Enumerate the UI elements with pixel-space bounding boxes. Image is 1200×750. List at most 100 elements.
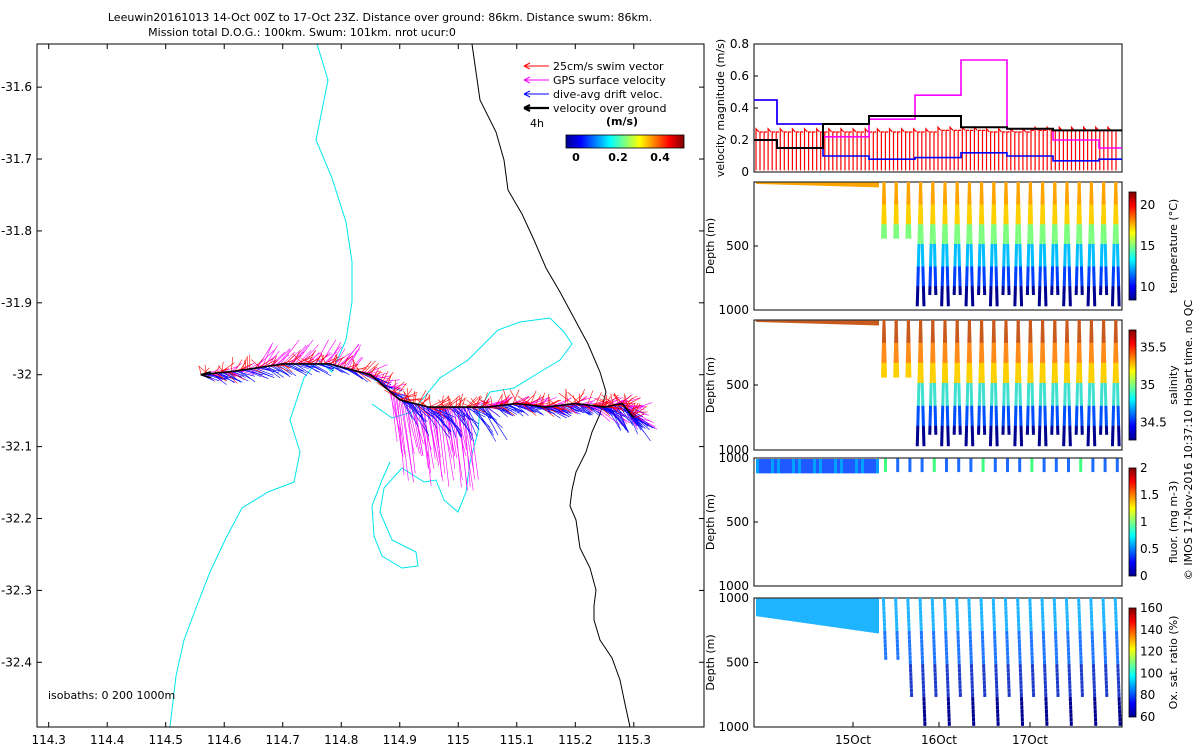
section-cell bbox=[1079, 380, 1083, 384]
section-data bbox=[756, 182, 1121, 307]
section-cell bbox=[1092, 400, 1096, 404]
section-cell bbox=[1113, 212, 1117, 217]
section-cell bbox=[969, 458, 973, 473]
section-cell bbox=[1005, 647, 1009, 652]
section-cell bbox=[881, 357, 885, 361]
lat-tick-label: -32.2 bbox=[1, 512, 32, 526]
section-cell bbox=[1102, 618, 1106, 623]
section-cell bbox=[1066, 360, 1070, 364]
section-cell bbox=[970, 672, 974, 677]
section-cell bbox=[1067, 252, 1071, 256]
section-cell bbox=[1004, 598, 1007, 602]
section-cell bbox=[1053, 606, 1057, 611]
section-cell bbox=[993, 348, 997, 352]
section-cell bbox=[1099, 289, 1103, 293]
section-cell bbox=[932, 368, 936, 372]
section-cell bbox=[1062, 286, 1066, 290]
section-cell bbox=[982, 394, 986, 398]
section-cell bbox=[1091, 258, 1095, 262]
section-cell bbox=[1079, 385, 1083, 390]
section-cell bbox=[1017, 201, 1021, 205]
section-cell bbox=[1076, 360, 1080, 364]
velocity-tick-label: 0.8 bbox=[730, 37, 749, 51]
section-cell bbox=[1039, 252, 1043, 256]
section-cell bbox=[966, 224, 970, 228]
section-cell bbox=[921, 394, 925, 398]
section-cell bbox=[1041, 193, 1045, 197]
section-cell bbox=[928, 277, 932, 281]
section-cell bbox=[940, 428, 944, 432]
section-cell bbox=[979, 354, 983, 358]
section-cell bbox=[1056, 291, 1060, 296]
section-cell bbox=[964, 303, 968, 307]
section-cell bbox=[1094, 721, 1098, 726]
time-axis-ticks: 15Oct 16Oct 17Oct bbox=[835, 722, 1048, 747]
section-cell bbox=[995, 297, 999, 301]
section-cell bbox=[1065, 602, 1069, 607]
section-cell bbox=[907, 210, 911, 214]
section-cell bbox=[1041, 201, 1045, 205]
section-cell bbox=[968, 354, 972, 358]
section-cell bbox=[1031, 688, 1035, 693]
section-cell bbox=[894, 187, 898, 191]
section-cell bbox=[1112, 388, 1116, 392]
section-cell bbox=[908, 368, 912, 372]
section-cell bbox=[1076, 368, 1080, 372]
section-cell bbox=[996, 709, 1000, 714]
drift-vector bbox=[457, 406, 471, 421]
section-cell bbox=[1006, 405, 1010, 410]
section-cell bbox=[957, 382, 961, 387]
section-cell bbox=[906, 610, 910, 615]
drift-vector bbox=[381, 383, 403, 392]
section-cell bbox=[1102, 212, 1106, 217]
section-cell bbox=[1079, 668, 1083, 673]
section-cell bbox=[1039, 249, 1043, 253]
drift-vector bbox=[204, 374, 224, 380]
section-cell bbox=[1017, 212, 1021, 217]
section-cell bbox=[1002, 243, 1006, 248]
section-cell bbox=[1052, 218, 1056, 222]
section-cell bbox=[756, 459, 759, 474]
section-cell bbox=[970, 408, 974, 412]
section-cell bbox=[916, 286, 920, 290]
section-cell bbox=[968, 215, 972, 219]
section-cell bbox=[1088, 360, 1092, 364]
section-cell bbox=[1007, 680, 1011, 685]
swim-vector bbox=[392, 387, 401, 394]
section-cell bbox=[956, 635, 960, 640]
section-cell bbox=[882, 614, 886, 619]
section-cell bbox=[1079, 260, 1083, 265]
section-cell bbox=[1112, 238, 1116, 242]
section-cell bbox=[969, 647, 973, 652]
section-cell bbox=[1067, 246, 1071, 250]
section-cell bbox=[994, 676, 998, 681]
section-cell bbox=[970, 434, 974, 438]
drift-vector bbox=[477, 406, 498, 421]
section-cell bbox=[1042, 224, 1046, 228]
section-cell bbox=[958, 431, 962, 435]
section-cell bbox=[883, 204, 887, 208]
velocity-plot bbox=[754, 59, 1122, 171]
section-cell bbox=[1087, 263, 1091, 267]
section-cell bbox=[882, 198, 886, 203]
section-cell bbox=[947, 709, 951, 714]
section-cell bbox=[1030, 659, 1034, 664]
section-cell bbox=[1002, 380, 1006, 384]
section-cell bbox=[1065, 182, 1069, 186]
section-cell bbox=[1067, 659, 1071, 664]
section-colorbar-tick: 160 bbox=[1140, 601, 1163, 615]
section-cell bbox=[1080, 692, 1084, 697]
section-cell bbox=[1017, 365, 1021, 370]
section-cell bbox=[1078, 631, 1082, 636]
section-cell bbox=[920, 215, 924, 219]
section-cell bbox=[964, 300, 968, 304]
section-cell bbox=[1062, 442, 1066, 447]
section-cell bbox=[955, 614, 959, 619]
section-cell bbox=[979, 602, 983, 607]
map-colorbar-tick-1: 0.2 bbox=[608, 151, 628, 164]
section-cell bbox=[933, 668, 937, 673]
section-cell bbox=[990, 397, 994, 401]
swim-vector bbox=[352, 358, 360, 372]
section-cell bbox=[1113, 227, 1117, 231]
